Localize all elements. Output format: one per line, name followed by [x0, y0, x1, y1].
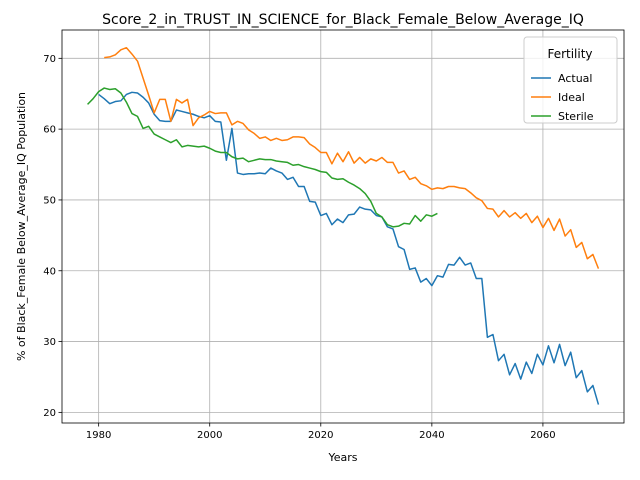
- y-axis-ticks: 20 30 40 50 60 70: [43, 54, 62, 419]
- x-axis-ticks: 1980 2000 2020 2040 2060: [86, 423, 556, 441]
- plot-frame: [61, 29, 625, 424]
- y-tick-label: 50: [43, 195, 56, 206]
- series-line-ideal: [104, 46, 600, 269]
- x-tick-label: 2060: [530, 430, 555, 441]
- legend-items: Actual Ideal Sterile: [531, 72, 594, 123]
- y-tick-label: 20: [43, 408, 56, 419]
- legend-label-ideal: Ideal: [558, 91, 585, 104]
- x-tick-label: 2020: [308, 430, 333, 441]
- series-layer: [87, 46, 600, 405]
- y-axis-label: % of Black_Female Below_Average_IQ Popul…: [15, 92, 28, 361]
- y-tick-label: 30: [43, 337, 56, 348]
- legend-title: Fertility: [547, 47, 592, 61]
- legend: Fertility Actual Ideal Sterile: [523, 36, 618, 124]
- y-tick-label: 60: [43, 125, 56, 136]
- x-tick-label: 2040: [419, 430, 444, 441]
- legend-label-sterile: Sterile: [558, 110, 594, 123]
- y-tick-label: 70: [43, 54, 56, 65]
- x-axis-label: Years: [327, 451, 357, 464]
- x-gridlines: [98, 30, 544, 423]
- legend-box: [523, 36, 618, 124]
- legend-label-actual: Actual: [558, 72, 592, 85]
- x-tick-label: 1980: [86, 430, 111, 441]
- y-tick-label: 40: [43, 266, 56, 277]
- x-tick-label: 2000: [197, 430, 222, 441]
- series-line-sterile: [87, 87, 438, 228]
- chart-title: Score_2_in_TRUST_IN_SCIENCE_for_Black_Fe…: [102, 12, 584, 28]
- series-line-actual: [98, 91, 600, 405]
